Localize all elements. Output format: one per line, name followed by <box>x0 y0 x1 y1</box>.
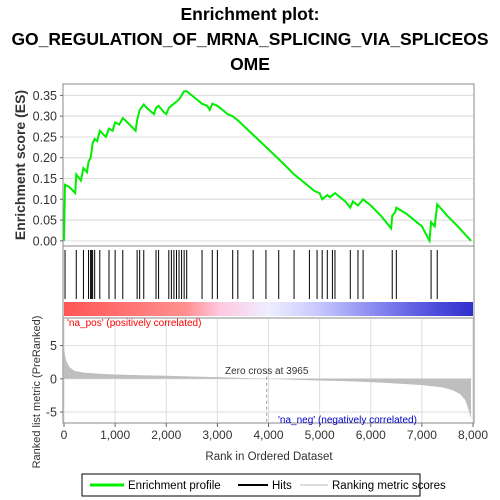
es-y-tick-label: 0.15 <box>33 172 57 186</box>
x-tick-label: 0 <box>61 428 68 442</box>
es-y-tick-label: 0.35 <box>33 89 57 103</box>
x-tick-label: 6,000 <box>356 428 386 442</box>
metric-x-axis: 0 1,000 2,000 3,000 4,000 5,000 6,000 7,000 8,00… <box>61 423 488 442</box>
legend-label-metric: Ranking metric scores <box>332 480 446 492</box>
x-axis-label: Rank in Ordered Dataset <box>205 451 333 463</box>
legend-label-hits: Hits <box>272 480 292 492</box>
es-y-tick-label: 0.20 <box>33 151 57 165</box>
x-tick-label: 7,000 <box>407 428 437 442</box>
es-y-tick-label: 0.00 <box>33 234 57 248</box>
x-tick-label: 1,000 <box>100 428 130 442</box>
legend-label-enrichment: Enrichment profile <box>128 480 221 492</box>
metric-y-tick-label: -5 <box>46 406 57 420</box>
metric-y-label: Ranked list metric (PreRanked) <box>31 316 43 469</box>
enrichment-line <box>63 90 472 245</box>
neg-label: 'na_neg' (negatively correlated) <box>278 415 417 426</box>
x-tick-label: 2,000 <box>151 428 181 442</box>
es-panel-frame <box>62 83 475 247</box>
es-gridlines <box>64 94 473 242</box>
es-y-tick-label: 0.10 <box>33 193 57 207</box>
metric-y-tick-label: 0 <box>50 372 57 386</box>
metric-y-axis: -5 0 5 <box>46 339 63 420</box>
metric-y-tick-label: 5 <box>50 339 57 353</box>
es-y-tick-label: 0.25 <box>33 130 57 144</box>
ranking-color-bar <box>64 302 473 316</box>
es-y-tick-label: 0.05 <box>33 214 57 228</box>
chart-title: Enrichment plot: GO_REGULATION_OF_MRNA_S… <box>0 2 500 77</box>
x-tick-label: 8,000 <box>458 428 488 442</box>
hit-marks <box>64 250 438 299</box>
x-tick-label: 5,000 <box>305 428 335 442</box>
zero-cross-label: Zero cross at 3965 <box>225 366 309 377</box>
title-line-2: GO_REGULATION_OF_MRNA_SPLICING_VIA_SPLIC… <box>11 29 489 49</box>
es-y-axis: 0.00 0.05 0.10 0.15 0.20 0.25 0.30 0.35 <box>33 89 63 248</box>
x-tick-label: 3,000 <box>202 428 232 442</box>
es-y-tick-label: 0.30 <box>33 110 57 124</box>
es-y-label: Enrichment score (ES) <box>12 90 28 240</box>
title-line-3: OME <box>230 54 270 74</box>
legend: Enrichment profile Hits Ranking metric s… <box>81 473 446 497</box>
x-tick-label: 4,000 <box>253 428 283 442</box>
pos-label: 'na_pos' (positively correlated) <box>67 318 201 329</box>
title-line-1: Enrichment plot: <box>180 4 320 24</box>
